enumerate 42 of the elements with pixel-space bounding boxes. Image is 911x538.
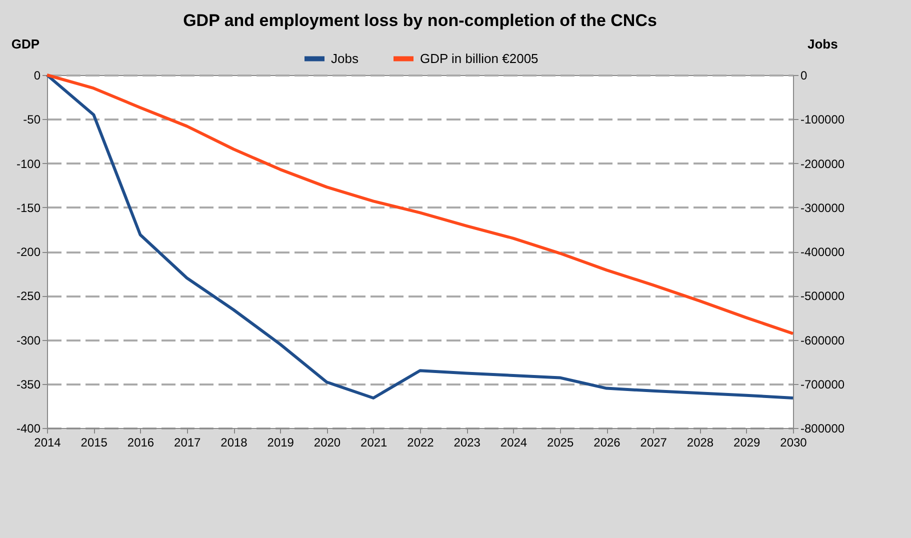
x-tick-label: 2028 [686, 436, 714, 450]
x-tick-label: 2017 [174, 436, 202, 450]
y-tick-label: -100 [16, 156, 41, 171]
x-tick-label: 2014 [34, 436, 62, 450]
legend-label: GDP in billion €2005 [420, 50, 538, 66]
y2-tick-label: -600000 [800, 333, 845, 348]
y-tick-label: -50 [23, 112, 41, 127]
x-tick-label: 2018 [220, 436, 248, 450]
x-tick-label: 2021 [360, 436, 388, 450]
x-tick-label: 2022 [407, 436, 434, 450]
legend-label: Jobs [331, 50, 359, 66]
x-tick-label: 2025 [547, 436, 574, 450]
x-tick-label: 2016 [127, 436, 154, 450]
y2-tick-label: -400000 [800, 245, 845, 259]
y2-axis-title: Jobs [808, 36, 838, 52]
x-tick-label: 2026 [594, 436, 621, 450]
x-tick-label: 2019 [267, 436, 294, 450]
y-tick-label: -200 [16, 245, 41, 259]
y-tick-label: -150 [16, 200, 41, 215]
y2-tick-label: -700000 [800, 377, 845, 392]
y-tick-label: -300 [16, 333, 41, 348]
y-tick-label: -250 [16, 289, 41, 304]
y-tick-label: 0 [34, 68, 41, 82]
x-tick-label: 2029 [734, 436, 761, 450]
y-tick-label: -400 [16, 422, 41, 436]
x-tick-label: 2027 [640, 436, 668, 450]
y-axis-title: GDP [11, 36, 40, 52]
y2-tick-label: -500000 [800, 289, 845, 304]
y2-tick-label: -800000 [800, 422, 845, 436]
x-tick-label: 2015 [80, 436, 108, 450]
y2-tick-label: -200000 [800, 156, 845, 171]
x-tick-label: 2030 [780, 436, 808, 450]
x-tick-label: 2020 [314, 436, 341, 450]
y2-tick-label: -300000 [800, 200, 845, 215]
x-tick-label: 2024 [500, 436, 528, 450]
y2-tick-label: 0 [800, 68, 808, 82]
line-series [46, 74, 794, 336]
line-series [46, 74, 794, 400]
y-tick-label: -350 [16, 377, 41, 392]
chart-title: GDP and employment loss by non-completion of the CNCs [183, 11, 657, 30]
x-tick-label: 2023 [454, 436, 481, 450]
y2-tick-label: -100000 [800, 112, 845, 127]
